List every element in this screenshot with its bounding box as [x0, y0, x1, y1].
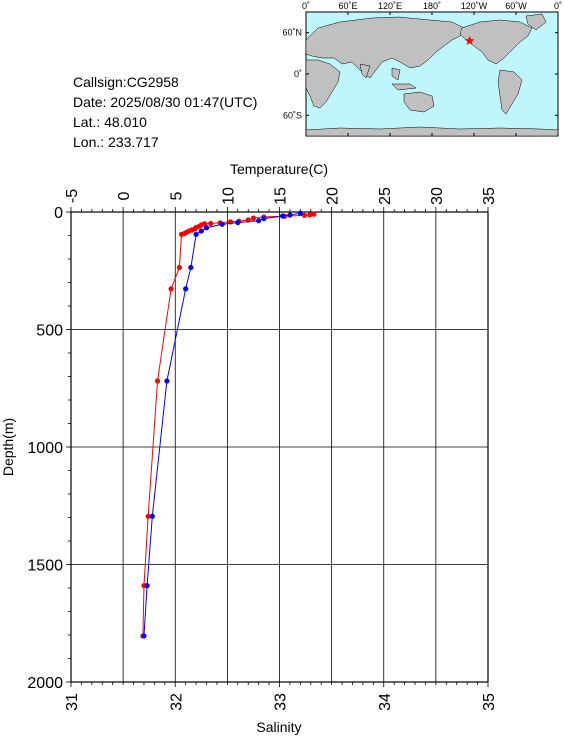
salinity-data-point: [193, 231, 199, 237]
landmass-india: [359, 63, 371, 79]
depth-axis-title: Depth(m): [0, 418, 16, 476]
salinity-data-point: [256, 218, 262, 224]
profile-chart: -5 0 5 10 15 20 25 30 35 31 32 33 34 35 050010001500…: [0, 161, 498, 735]
temperature-tick-label: 30: [429, 187, 446, 205]
salinity-tick-label: 34: [377, 693, 394, 711]
landmass-africa: [305, 59, 341, 109]
temperature-tick-label: 20: [325, 187, 342, 205]
salinity-tick-label: 31: [64, 693, 81, 711]
map-longitude-label: 120˚E: [378, 1, 402, 11]
map-longitude-label: 60˚W: [505, 1, 527, 11]
map-latitude-labels: 60˚N 0˚ 60˚S: [282, 28, 302, 121]
map-longitude-label: 60˚E: [338, 1, 357, 11]
landmass-se-asia: [391, 67, 401, 81]
temperature-data-point: [208, 220, 214, 227]
salinity-data-point: [188, 264, 194, 271]
temperature-data-point: [311, 211, 317, 217]
temperature-data-point: [307, 212, 313, 218]
salinity-data-point: [287, 212, 293, 218]
salinity-data-point: [297, 210, 303, 216]
map-longitude-label: 0˚: [554, 1, 562, 11]
temperature-profile-line: [142, 213, 314, 636]
salinity-tick-label: 32: [168, 693, 185, 711]
map-longitude-label: 0˚: [302, 1, 310, 11]
temperature-data-point: [168, 286, 174, 292]
salinity-data-point: [219, 221, 225, 227]
temperature-tick-label: 35: [481, 187, 498, 205]
date-text: Date: 2025/08/30 01:47(UTC): [73, 94, 258, 110]
temperature-tick-label: 15: [273, 187, 290, 205]
temperature-tick-labels: -5 0 5 10 15 20 25 30 35: [64, 187, 498, 205]
salinity-data-point: [261, 215, 267, 222]
temperature-tick-label: 10: [220, 187, 237, 205]
chart-grid: [70, 211, 489, 683]
map-landmasses: [305, 13, 559, 137]
temperature-tick-label: -5: [64, 189, 81, 203]
depth-tick-label: 1500: [27, 558, 63, 575]
salinity-data-point: [198, 228, 204, 234]
depth-tick-label: 2000: [27, 675, 63, 692]
latitude-text: Lat.: 48.010: [73, 114, 147, 130]
salinity-data-point: [280, 213, 286, 219]
temperature-data-point: [178, 231, 185, 237]
landmass-indonesia: [391, 83, 417, 91]
temperature-axis-title: Temperature(C): [230, 161, 328, 177]
salinity-data-point: [164, 378, 170, 384]
map-longitude-label: 180˚: [423, 1, 441, 11]
temperature-tick-label: 25: [377, 187, 394, 205]
location-map: 0˚ 60˚E 120˚E 180˚ 120˚W 60˚W 0˚ 60˚N 0˚ 60˚S: [282, 1, 562, 137]
salinity-axis-title: Salinity: [256, 719, 301, 735]
landmass-greenland: [525, 13, 547, 31]
depth-tick-label: 0: [54, 205, 63, 222]
landmass-eurasia: [305, 16, 469, 79]
minor-ticks: [66, 207, 489, 687]
salinity-data-point: [141, 633, 147, 639]
salinity-data-point: [144, 583, 150, 589]
map-ticks: [305, 12, 559, 136]
map-longitude-label: 120˚W: [461, 1, 488, 11]
landmass-south-america: [497, 69, 523, 115]
salinity-data-point: [235, 219, 241, 226]
map-longitude-labels: 0˚ 60˚E 120˚E 180˚ 120˚W 60˚W 0˚: [302, 1, 562, 11]
salinity-data-point: [183, 286, 189, 292]
landmass-australia: [403, 91, 435, 113]
depth-tick-labels: 0 500 1000 1500 2000: [27, 205, 63, 692]
temperature-data-point: [145, 513, 151, 519]
temperature-data-point: [250, 215, 257, 221]
map-latitude-label: 0˚: [294, 69, 302, 79]
temperature-tick-label: 5: [168, 191, 185, 200]
callsign-text: Callsign:CG2958: [73, 74, 179, 90]
salinity-tick-labels: 31 32 33 34 35: [64, 693, 498, 711]
temperature-data-point: [154, 378, 161, 384]
map-latitude-label: 60˚N: [282, 28, 302, 38]
salinity-tick-label: 35: [481, 693, 498, 711]
temperature-data-point: [176, 264, 183, 271]
salinity-data-point: [149, 513, 155, 519]
map-latitude-label: 60˚S: [283, 110, 302, 120]
temperature-tick-label: 0: [116, 191, 133, 200]
salinity-profile-line: [143, 212, 301, 636]
salinity-data-point: [203, 225, 210, 231]
depth-tick-label: 1000: [27, 440, 63, 457]
station-star-icon: [464, 35, 475, 45]
depth-tick-label: 500: [36, 323, 63, 340]
longitude-text: Lon.: 233.717: [73, 134, 159, 150]
temperature-data-point: [301, 212, 308, 218]
station-info: Callsign:CG2958 Date: 2025/08/30 01:47(U…: [73, 72, 257, 152]
series-layer: [140, 210, 317, 639]
salinity-tick-label: 33: [273, 693, 290, 711]
